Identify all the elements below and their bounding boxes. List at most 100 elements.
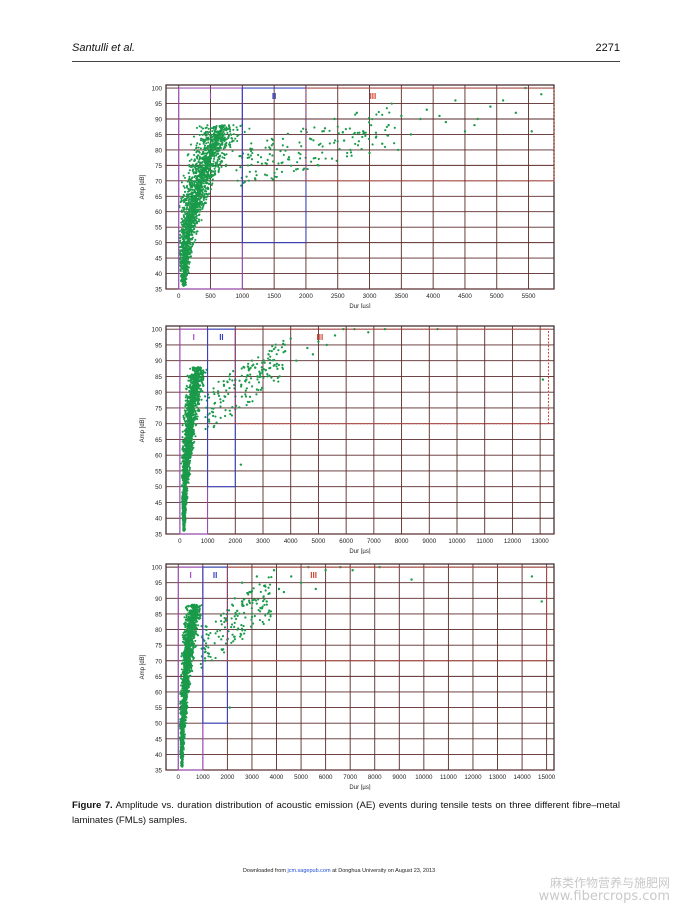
ae-event-point xyxy=(194,410,197,414)
ae-event-point xyxy=(212,170,215,173)
ae-event-point xyxy=(194,196,197,199)
ae-event-point xyxy=(181,249,184,252)
ae-event-point xyxy=(204,132,207,135)
ae-event-point xyxy=(192,221,195,224)
ae-event-point xyxy=(220,151,224,155)
ae-event-point xyxy=(184,197,187,200)
ae-event-point xyxy=(390,102,393,105)
ae-event-point xyxy=(270,350,273,353)
ae-event-point xyxy=(236,179,239,182)
ae-event-point xyxy=(197,178,200,181)
y-tick-label: 65 xyxy=(155,674,162,681)
ae-event-point xyxy=(218,142,221,145)
ae-event-point xyxy=(193,149,196,152)
y-axis-label: Amp [dB] xyxy=(140,174,146,199)
ae-event-point xyxy=(199,179,202,182)
ae-event-point xyxy=(344,128,347,131)
ae-event-point xyxy=(204,134,207,137)
ae-event-point xyxy=(201,127,205,130)
ae-event-point xyxy=(306,346,309,350)
ae-event-point xyxy=(192,164,195,167)
ae-event-point xyxy=(232,124,235,127)
ae-event-point xyxy=(283,350,287,353)
ae-event-point xyxy=(273,363,276,366)
ae-event-point xyxy=(349,148,352,152)
x-tick-label: 15000 xyxy=(538,774,556,781)
ae-event-point xyxy=(191,398,194,401)
ae-event-point xyxy=(367,137,371,141)
ae-event-point xyxy=(191,169,194,172)
ae-event-point xyxy=(199,206,202,209)
ae-event-point xyxy=(202,385,205,388)
ae-event-point xyxy=(295,359,298,362)
ae-event-point xyxy=(194,379,197,382)
ae-event-point xyxy=(259,156,263,159)
ae-event-point xyxy=(255,388,258,391)
ae-event-point xyxy=(240,367,243,370)
ae-event-point xyxy=(514,111,518,115)
y-tick-label: 50 xyxy=(155,240,162,247)
ae-event-point xyxy=(204,159,207,163)
y-tick-label: 80 xyxy=(155,147,162,154)
ae-event-point xyxy=(203,146,206,149)
x-axis-label: Dur [µs] xyxy=(349,549,370,554)
ae-event-point xyxy=(216,152,220,155)
ae-event-point xyxy=(351,136,354,139)
ae-event-point xyxy=(214,130,217,133)
ae-event-point xyxy=(219,140,222,143)
ae-event-point xyxy=(198,395,201,398)
ae-event-point xyxy=(183,222,187,225)
y-tick-label: 55 xyxy=(155,705,162,712)
ae-event-point xyxy=(187,430,190,433)
ae-event-point xyxy=(199,192,202,195)
ae-event-point xyxy=(211,138,214,142)
ae-event-point xyxy=(226,131,229,134)
ae-event-point xyxy=(223,133,226,136)
ae-event-point xyxy=(198,380,201,383)
x-tick-label: 2000 xyxy=(299,293,313,300)
ae-event-point xyxy=(209,137,212,140)
ae-event-point xyxy=(383,327,387,331)
ae-event-point xyxy=(185,387,188,390)
ae-event-point xyxy=(183,259,186,262)
ae-event-point xyxy=(195,165,198,168)
ae-event-point xyxy=(215,144,218,147)
chart-panel-2: 35 40 45 50 55 60 65 70 75 80 85 90 95 100 0 1000 2000 30… xyxy=(135,316,565,554)
ae-event-point xyxy=(187,266,190,269)
ae-event-point xyxy=(190,376,193,379)
y-tick-label: 45 xyxy=(155,500,162,507)
ae-event-point xyxy=(192,432,195,435)
ae-event-point xyxy=(189,390,192,393)
ae-event-point xyxy=(257,153,260,157)
ae-event-point xyxy=(313,126,316,129)
ae-event-point xyxy=(200,185,203,188)
ae-event-point xyxy=(476,117,479,121)
ae-event-point xyxy=(256,160,259,164)
ae-event-point xyxy=(182,185,185,188)
ae-event-point xyxy=(219,126,222,129)
ae-event-point xyxy=(190,158,193,161)
ae-event-point xyxy=(215,141,218,144)
ae-event-point xyxy=(182,239,185,242)
ae-event-point xyxy=(259,372,262,375)
ae-event-point xyxy=(222,384,226,387)
ae-event-point xyxy=(210,163,213,166)
ae-event-point xyxy=(186,441,189,444)
ae-event-point xyxy=(187,402,190,405)
ae-event-point xyxy=(188,211,191,214)
ae-event-point xyxy=(220,142,223,145)
ae-event-point xyxy=(248,395,252,398)
ae-event-point xyxy=(243,180,247,183)
ae-event-point xyxy=(242,365,245,369)
ae-event-point xyxy=(207,161,211,164)
ae-event-point xyxy=(182,215,186,218)
ae-event-point xyxy=(210,407,213,410)
y-tick-label: 95 xyxy=(155,580,162,587)
ae-event-point xyxy=(248,127,251,130)
x-tick-label: 4000 xyxy=(270,774,284,781)
ae-event-point xyxy=(206,177,209,180)
ae-event-point xyxy=(192,195,195,198)
ae-event-point xyxy=(214,162,217,166)
ae-event-point xyxy=(273,171,276,174)
